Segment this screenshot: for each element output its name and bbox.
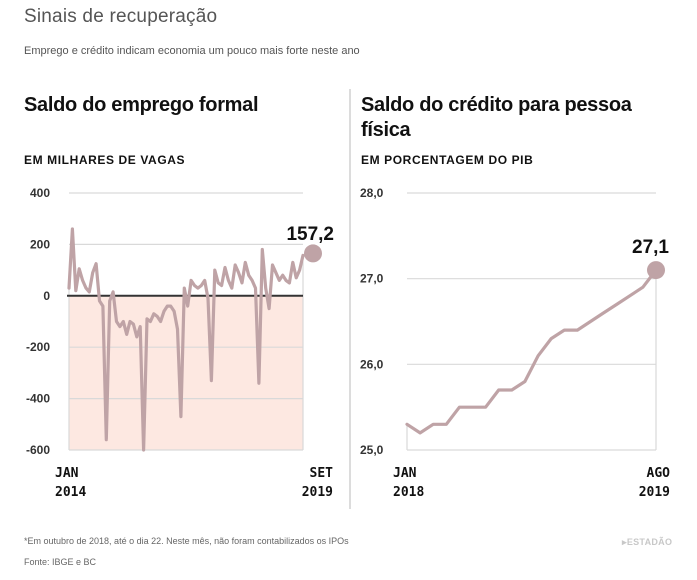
page-title: Sinais de recuperação bbox=[24, 6, 218, 27]
credit-x-end-month: AGO bbox=[647, 466, 671, 481]
employment-x-end-year: 2019 bbox=[302, 485, 333, 500]
credit-x-end-year: 2019 bbox=[639, 485, 670, 500]
employment-x-start-month: JAN bbox=[55, 466, 79, 481]
credit-y-tick-label: 27,0 bbox=[360, 272, 384, 286]
footnote: *Em outubro de 2018, até o dia 22. Neste… bbox=[24, 536, 349, 546]
credit-x-start-year: 2018 bbox=[393, 485, 424, 500]
credit-chart-unit: EM PORCENTAGEM DO PIB bbox=[361, 153, 534, 167]
employment-chart-unit: EM MILHARES DE VAGAS bbox=[24, 153, 186, 167]
employment-y-tick-label: 0 bbox=[43, 289, 50, 303]
employment-y-tick-label: 400 bbox=[30, 186, 50, 200]
brand-icon: ▸ bbox=[622, 537, 627, 547]
employment-end-marker bbox=[304, 244, 322, 263]
employment-y-tick-label: 200 bbox=[30, 237, 50, 251]
employment-end-value-label: 157,2 bbox=[286, 224, 334, 245]
panel-divider bbox=[349, 89, 351, 509]
employment-x-end-month: SET bbox=[310, 466, 334, 481]
credit-series-line bbox=[405, 268, 658, 435]
employment-chart-title: Saldo do emprego formal bbox=[24, 94, 259, 116]
employment-y-tick-label: -200 bbox=[26, 340, 50, 354]
credit-end-value-label: 27,1 bbox=[632, 237, 669, 258]
credit-chart-title: Saldo do crédito para pessoa física bbox=[361, 94, 632, 141]
employment-series-line bbox=[67, 227, 305, 452]
credit-x-start-month: JAN bbox=[393, 466, 417, 481]
source-note: Fonte: IBGE e BC bbox=[24, 557, 97, 567]
credit-end-marker bbox=[647, 261, 665, 280]
employment-x-start-year: 2014 bbox=[55, 485, 86, 500]
page-subtitle: Emprego e crédito indicam economia um po… bbox=[24, 45, 360, 57]
credit-y-tick-label: 25,0 bbox=[360, 443, 384, 457]
credit-y-tick-label: 26,0 bbox=[360, 357, 384, 371]
employment-y-tick-label: -600 bbox=[26, 443, 50, 457]
brand-logo: ▸ESTADÃO bbox=[622, 537, 672, 548]
credit-y-tick-label: 28,0 bbox=[360, 186, 384, 200]
employment-y-tick-label: -400 bbox=[26, 392, 50, 406]
brand-label: ESTADÃO bbox=[626, 537, 673, 547]
